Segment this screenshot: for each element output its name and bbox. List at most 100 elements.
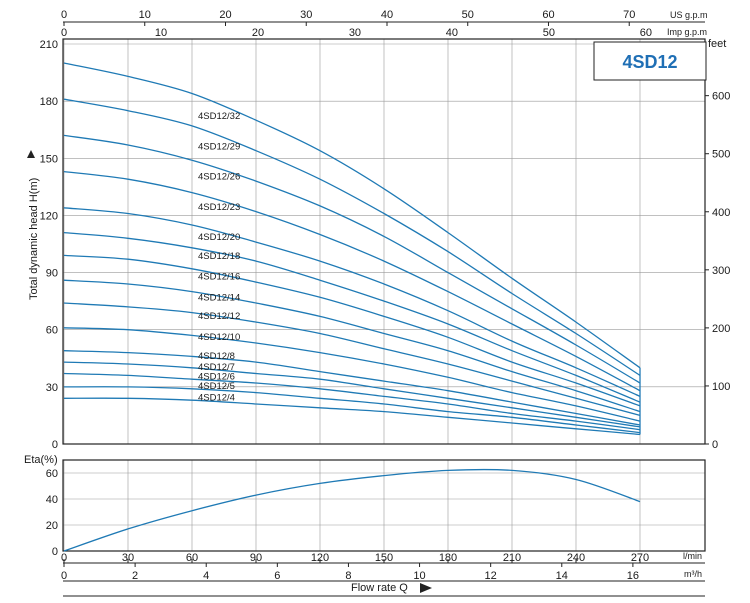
m3h-tick-label: 8	[345, 570, 351, 582]
feet-tick-label: 400	[712, 207, 730, 219]
lmin-tick-label: 270	[631, 552, 649, 564]
head-plot-frame	[62, 38, 706, 445]
y-axis-title: Total dynamic head H(m)	[28, 178, 40, 300]
us-gpm-tick-label: 70	[623, 9, 635, 21]
eta-tick-label: 20	[46, 520, 58, 532]
m3h-tick-label: 10	[413, 570, 425, 582]
head-curve	[63, 361, 641, 428]
curve-label: 4SD12/32	[198, 111, 240, 122]
m3h-tick-label: 16	[627, 570, 639, 582]
grid-lines	[63, 39, 705, 552]
feet-tick-label: 500	[712, 149, 730, 161]
curve-labels: 4SD12/32 4SD12/29 4SD12/26 4SD12/23 4SD12/20…	[198, 111, 240, 403]
head-curve	[63, 170, 641, 392]
head-curves	[63, 62, 641, 436]
feet-tick-label: 200	[712, 323, 730, 335]
feet-tick-label: 0	[712, 439, 718, 451]
us-gpm-tick-label: 30	[300, 9, 312, 21]
imp-gpm-tick-label: 40	[446, 27, 458, 39]
us-gpm-tick-label: 60	[542, 9, 554, 21]
head-curve	[63, 62, 641, 369]
curve-label: 4SD12/16	[198, 272, 240, 283]
curve-label: 4SD12/7	[198, 362, 235, 373]
head-curve	[63, 350, 641, 426]
imp-gpm-tick-label: 60	[640, 27, 652, 39]
chart-frames	[62, 21, 706, 597]
curve-label: 4SD12/29	[198, 142, 240, 153]
feet-tick-label: 300	[712, 265, 730, 277]
curve-label: 4SD12/4	[198, 392, 235, 403]
y-tick-label: 150	[40, 153, 58, 165]
y-tick-label: 120	[40, 210, 58, 222]
curve-label: 4SD12/26	[198, 172, 240, 183]
imp-gpm-tick-label: 0	[61, 27, 67, 39]
us-gpm-tick-label: 20	[219, 9, 231, 21]
feet-tick-label: 600	[712, 91, 730, 103]
head-curve	[63, 134, 641, 384]
us-gpm-unit: US g.p.m	[670, 10, 708, 20]
eta-tick-label: 60	[46, 468, 58, 480]
model-title-box	[593, 41, 707, 81]
y-tick-label: 30	[46, 382, 58, 394]
m3h-tick-label: 0	[61, 570, 67, 582]
head-curve	[63, 397, 641, 436]
y-tick-label: 60	[46, 325, 58, 337]
head-curve	[63, 327, 641, 422]
imp-gpm-tick-label: 30	[349, 27, 361, 39]
eta-tick-label: 0	[52, 546, 58, 558]
curve-label: 4SD12/23	[198, 202, 240, 213]
us-gpm-tick-label: 0	[61, 9, 67, 21]
head-curve	[63, 98, 641, 376]
lmin-tick-label: 90	[250, 552, 262, 564]
curve-label: 4SD12/14	[198, 292, 240, 303]
imp-gpm-tick-label: 10	[155, 27, 167, 39]
curve-label: 4SD12/18	[198, 251, 240, 262]
lmin-tick-label: 60	[186, 552, 198, 564]
us-gpm-tick-label: 10	[139, 9, 151, 21]
head-curve	[63, 279, 641, 413]
m3h-tick-label: 6	[274, 570, 280, 582]
lmin-tick-label: 120	[311, 552, 329, 564]
curve-label: 4SD12/12	[198, 311, 240, 322]
m3h-tick-label: 14	[556, 570, 568, 582]
curve-label: 4SD12/10	[198, 332, 240, 343]
lmin-unit: l/min	[683, 551, 702, 561]
imp-gpm-tick-label: 20	[252, 27, 264, 39]
feet-tick-label: 100	[712, 381, 730, 393]
efficiency-curve	[63, 468, 641, 552]
eta-axis-title: Eta(%)	[24, 454, 58, 466]
head-curve	[63, 207, 641, 397]
lmin-tick-label: 240	[567, 552, 585, 564]
head-curve	[63, 254, 641, 407]
us-gpm-tick-label: 50	[462, 9, 474, 21]
head-curve	[63, 302, 641, 417]
up-arrow-icon	[27, 150, 35, 158]
y-tick-label: 180	[40, 96, 58, 108]
head-curve	[63, 386, 641, 434]
lmin-tick-label: 150	[375, 552, 393, 564]
m3h-tick-label: 12	[485, 570, 497, 582]
efficiency-curve-group	[63, 468, 641, 552]
curve-label: 4SD12/6	[198, 372, 235, 383]
head-curve	[63, 231, 641, 403]
y-tick-label: 210	[40, 39, 58, 51]
y-tick-label: 0	[52, 439, 58, 451]
lmin-tick-label: 210	[503, 552, 521, 564]
eta-tick-label: 40	[46, 494, 58, 506]
m3h-unit: m³/h	[684, 569, 702, 579]
head-curve	[63, 372, 641, 431]
right-arrow-icon	[420, 583, 432, 593]
imp-gpm-tick-label: 50	[543, 27, 555, 39]
us-gpm-tick-label: 40	[381, 9, 393, 21]
model-title: 4SD12	[622, 52, 677, 72]
eta-plot-frame	[62, 459, 706, 552]
lmin-tick-label: 0	[61, 552, 67, 564]
curve-label: 4SD12/8	[198, 351, 235, 362]
y-tick-label: 90	[46, 268, 58, 280]
m3h-tick-label: 2	[132, 570, 138, 582]
curve-label: 4SD12/20	[198, 232, 240, 243]
imp-gpm-unit: Imp g.p.m	[667, 27, 707, 37]
lmin-tick-label: 180	[439, 552, 457, 564]
lmin-tick-label: 30	[122, 552, 134, 564]
x-axis-title: Flow rate Q	[351, 582, 408, 594]
